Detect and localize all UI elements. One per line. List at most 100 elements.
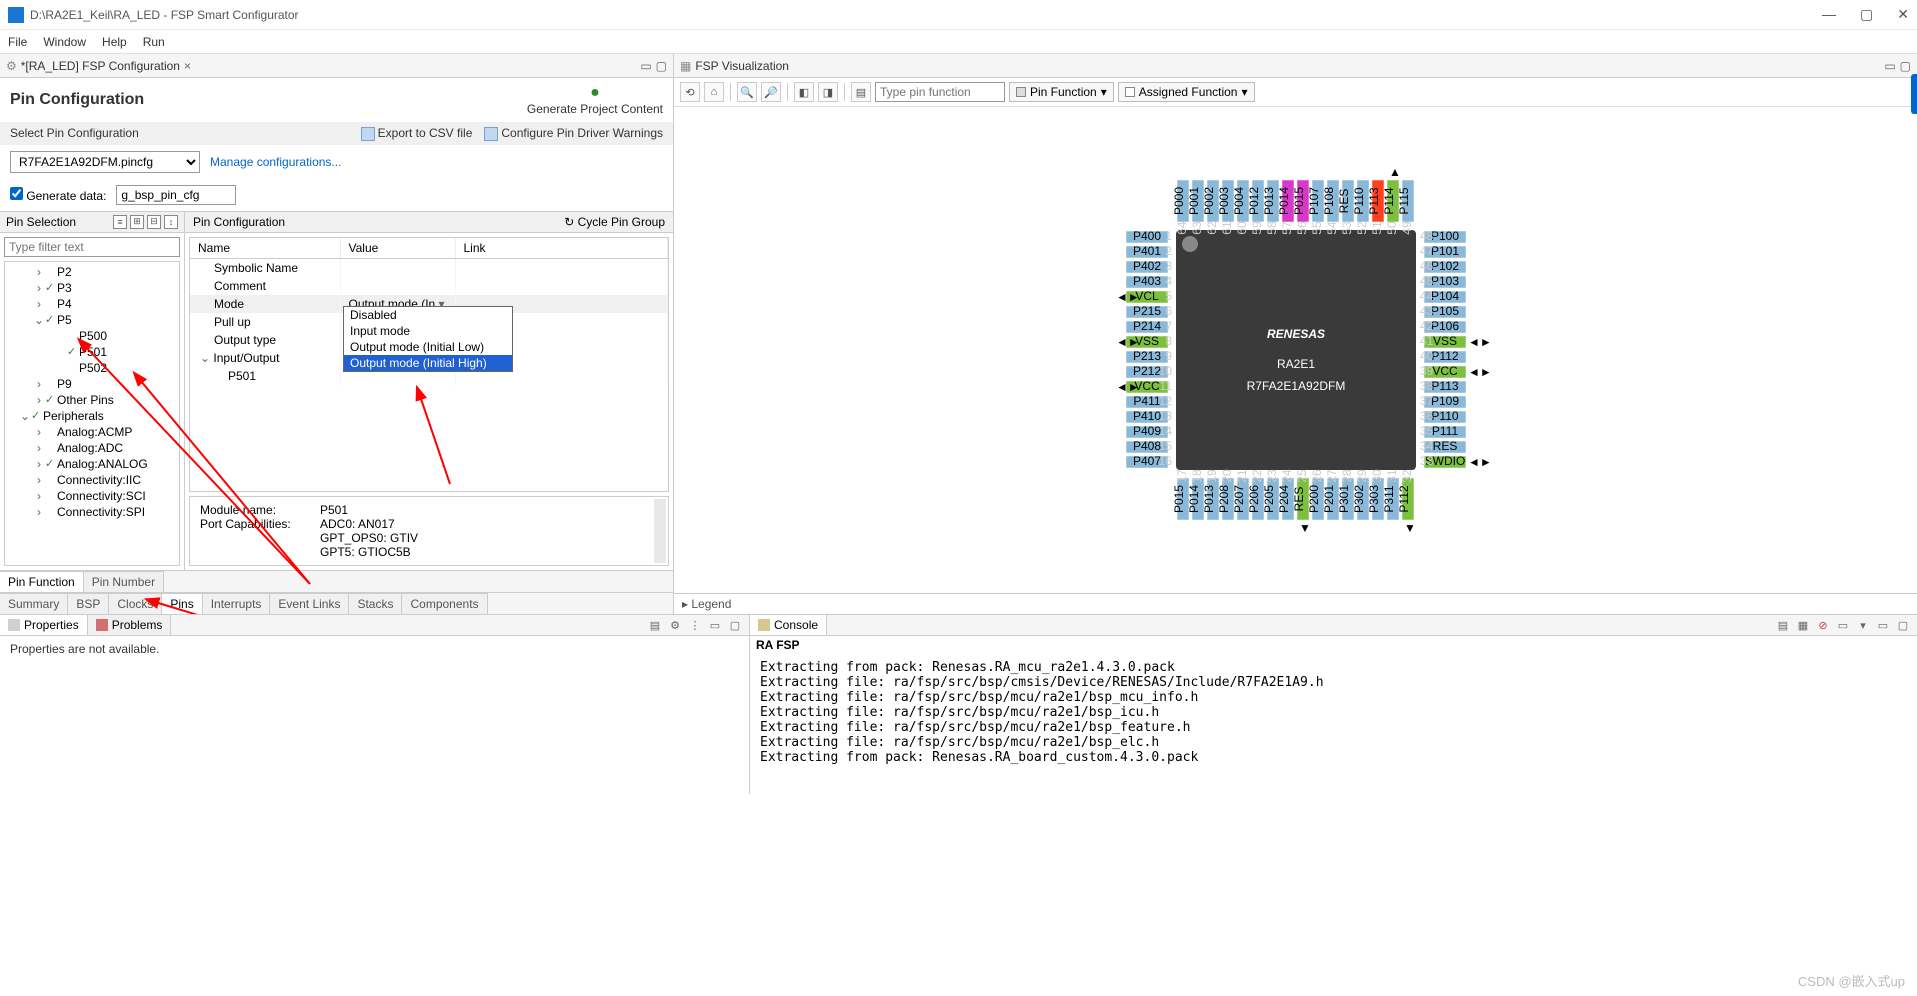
legend-toggle[interactable]: ▸ Legend bbox=[674, 593, 1917, 614]
con-tb-7[interactable]: ▢ bbox=[1895, 617, 1911, 633]
tree-item-connectivity-iic[interactable]: ›✓Connectivity:IIC bbox=[5, 472, 179, 488]
side-handle[interactable] bbox=[1911, 74, 1917, 114]
tab-summary[interactable]: Summary bbox=[0, 593, 68, 614]
dropdown-option[interactable]: Disabled bbox=[344, 307, 512, 323]
minimize-pane-icon[interactable]: ▭ bbox=[640, 59, 651, 73]
config-row-comment[interactable]: Comment bbox=[190, 277, 668, 295]
vis-btn-2[interactable]: ⌂ bbox=[704, 82, 724, 102]
dropdown-option[interactable]: Input mode bbox=[344, 323, 512, 339]
vis-min-icon[interactable]: ▭ bbox=[1884, 59, 1895, 73]
tab-problems[interactable]: Problems bbox=[88, 615, 172, 635]
menu-window[interactable]: Window bbox=[43, 35, 86, 49]
gendata-input[interactable] bbox=[116, 185, 236, 205]
props-tb-2[interactable]: ⚙ bbox=[667, 617, 683, 633]
tab-event-links[interactable]: Event Links bbox=[270, 593, 349, 614]
tab-close-icon[interactable]: × bbox=[184, 59, 191, 73]
filter-input[interactable] bbox=[4, 237, 180, 257]
tab-components[interactable]: Components bbox=[402, 593, 487, 614]
svg-text:P014: P014 bbox=[1187, 485, 1201, 513]
props-tb-1[interactable]: ▤ bbox=[647, 617, 663, 633]
tree-item-p501[interactable]: ✓P501 bbox=[5, 344, 179, 360]
tree-item-analog-analog[interactable]: ›✓Analog:ANALOG bbox=[5, 456, 179, 472]
pin-function-dropdown[interactable]: Pin Function ▾ bbox=[1009, 82, 1114, 102]
pin-tree[interactable]: ›✓P2›✓P3›✓P4⌄✓P5✓P500✓P501✓P502›✓P9›✓Oth… bbox=[4, 261, 180, 566]
svg-text:39: 39 bbox=[1420, 364, 1434, 378]
props-tb-5[interactable]: ▢ bbox=[727, 617, 743, 633]
chip-area[interactable]: RENESASRA2E1R7FA2E1A92DFMP4001P4012P4023… bbox=[674, 107, 1917, 593]
menu-run[interactable]: Run bbox=[143, 35, 165, 49]
close-button[interactable]: ✕ bbox=[1897, 6, 1909, 23]
col-link[interactable]: Link bbox=[455, 238, 668, 259]
tree-sort-icon[interactable]: ↕ bbox=[164, 215, 178, 229]
tab-pin-function[interactable]: Pin Function bbox=[0, 571, 84, 592]
tree-item-analog-acmp[interactable]: ›✓Analog:ACMP bbox=[5, 424, 179, 440]
vis-btn-5[interactable]: ◧ bbox=[794, 82, 814, 102]
minimize-button[interactable]: — bbox=[1822, 6, 1836, 23]
tree-collapse-icon[interactable]: ⊞ bbox=[130, 215, 144, 229]
manage-configs-link[interactable]: Manage configurations... bbox=[210, 155, 341, 169]
tree-item-p500[interactable]: ✓P500 bbox=[5, 328, 179, 344]
props-tb-3[interactable]: ⋮ bbox=[687, 617, 703, 633]
tab-pins[interactable]: Pins bbox=[162, 593, 202, 614]
pincfg-select[interactable]: R7FA2E1A92DFM.pincfg bbox=[10, 151, 200, 173]
tree-item-connectivity-spi[interactable]: ›✓Connectivity:SPI bbox=[5, 504, 179, 520]
vis-zoom-out[interactable]: 🔎 bbox=[761, 82, 781, 102]
tree-item-p502[interactable]: ✓P502 bbox=[5, 360, 179, 376]
gendata-checkbox-label[interactable]: Generate data: bbox=[10, 187, 106, 203]
dropdown-option[interactable]: Output mode (Initial High) bbox=[344, 355, 512, 371]
con-tb-3[interactable]: ⊘ bbox=[1815, 617, 1831, 633]
tree-item-p5[interactable]: ⌄✓P5 bbox=[5, 312, 179, 328]
vis-btn-6[interactable]: ◨ bbox=[818, 82, 838, 102]
tab-interrupts[interactable]: Interrupts bbox=[203, 593, 271, 614]
tree-item-peripherals[interactable]: ⌄✓Peripherals bbox=[5, 408, 179, 424]
config-tab-label[interactable]: *[RA_LED] FSP Configuration bbox=[21, 59, 180, 73]
svg-text:VSS: VSS bbox=[1432, 334, 1456, 348]
tab-pin-number[interactable]: Pin Number bbox=[84, 571, 164, 592]
tab-properties[interactable]: Properties bbox=[0, 615, 88, 635]
console-output[interactable]: Extracting from pack: Renesas.RA_mcu_ra2… bbox=[750, 654, 1917, 794]
tree-item-p4[interactable]: ›✓P4 bbox=[5, 296, 179, 312]
vis-tab-label[interactable]: FSP Visualization bbox=[695, 59, 789, 73]
mode-dropdown[interactable]: DisabledInput modeOutput mode (Initial L… bbox=[343, 306, 513, 372]
vis-btn-1[interactable]: ⟲ bbox=[680, 82, 700, 102]
generate-content-button[interactable]: ● Generate Project Content bbox=[527, 84, 663, 116]
dropdown-option[interactable]: Output mode (Initial Low) bbox=[344, 339, 512, 355]
cycle-pin-button[interactable]: ↻ Cycle Pin Group bbox=[564, 215, 665, 229]
export-csv-button[interactable]: Export to CSV file bbox=[361, 126, 473, 141]
svg-text:6: 6 bbox=[1165, 304, 1172, 318]
tab-clocks[interactable]: Clocks bbox=[109, 593, 162, 614]
config-warnings-button[interactable]: Configure Pin Driver Warnings bbox=[484, 126, 663, 141]
gendata-checkbox[interactable] bbox=[10, 187, 23, 200]
maximize-button[interactable]: ▢ bbox=[1860, 6, 1873, 23]
tree-item-p9[interactable]: ›✓P9 bbox=[5, 376, 179, 392]
vis-max-icon[interactable]: ▢ bbox=[1900, 59, 1911, 73]
tab-console[interactable]: Console bbox=[750, 615, 827, 635]
con-tb-6[interactable]: ▭ bbox=[1875, 617, 1891, 633]
assigned-function-dropdown[interactable]: Assigned Function ▾ bbox=[1118, 82, 1255, 102]
con-tb-4[interactable]: ▭ bbox=[1835, 617, 1851, 633]
tree-item-connectivity-sci[interactable]: ›✓Connectivity:SCI bbox=[5, 488, 179, 504]
vis-zoom-in[interactable]: 🔍 bbox=[737, 82, 757, 102]
con-tb-5[interactable]: ▾ bbox=[1855, 617, 1871, 633]
menu-file[interactable]: File bbox=[8, 35, 27, 49]
tree-item-p2[interactable]: ›✓P2 bbox=[5, 264, 179, 280]
tree-collapse2-icon[interactable]: ⊟ bbox=[147, 215, 161, 229]
menu-help[interactable]: Help bbox=[102, 35, 127, 49]
con-tb-2[interactable]: ▦ bbox=[1795, 617, 1811, 633]
con-tb-1[interactable]: ▤ bbox=[1775, 617, 1791, 633]
config-row-symbolic-name[interactable]: Symbolic Name bbox=[190, 258, 668, 277]
tree-expand-icon[interactable]: ≡ bbox=[113, 215, 127, 229]
tree-item-analog-adc[interactable]: ›✓Analog:ADC bbox=[5, 440, 179, 456]
module-scrollbar[interactable] bbox=[654, 499, 666, 563]
col-name[interactable]: Name bbox=[190, 238, 340, 259]
tree-item-other-pins[interactable]: ›✓Other Pins bbox=[5, 392, 179, 408]
col-value[interactable]: Value bbox=[340, 238, 455, 259]
svg-text:49: 49 bbox=[1400, 221, 1414, 235]
vis-btn-7[interactable]: ▤ bbox=[851, 82, 871, 102]
vis-search-input[interactable] bbox=[875, 82, 1005, 102]
props-tb-4[interactable]: ▭ bbox=[707, 617, 723, 633]
tree-item-p3[interactable]: ›✓P3 bbox=[5, 280, 179, 296]
tab-stacks[interactable]: Stacks bbox=[349, 593, 402, 614]
maximize-pane-icon[interactable]: ▢ bbox=[656, 59, 667, 73]
tab-bsp[interactable]: BSP bbox=[68, 593, 109, 614]
